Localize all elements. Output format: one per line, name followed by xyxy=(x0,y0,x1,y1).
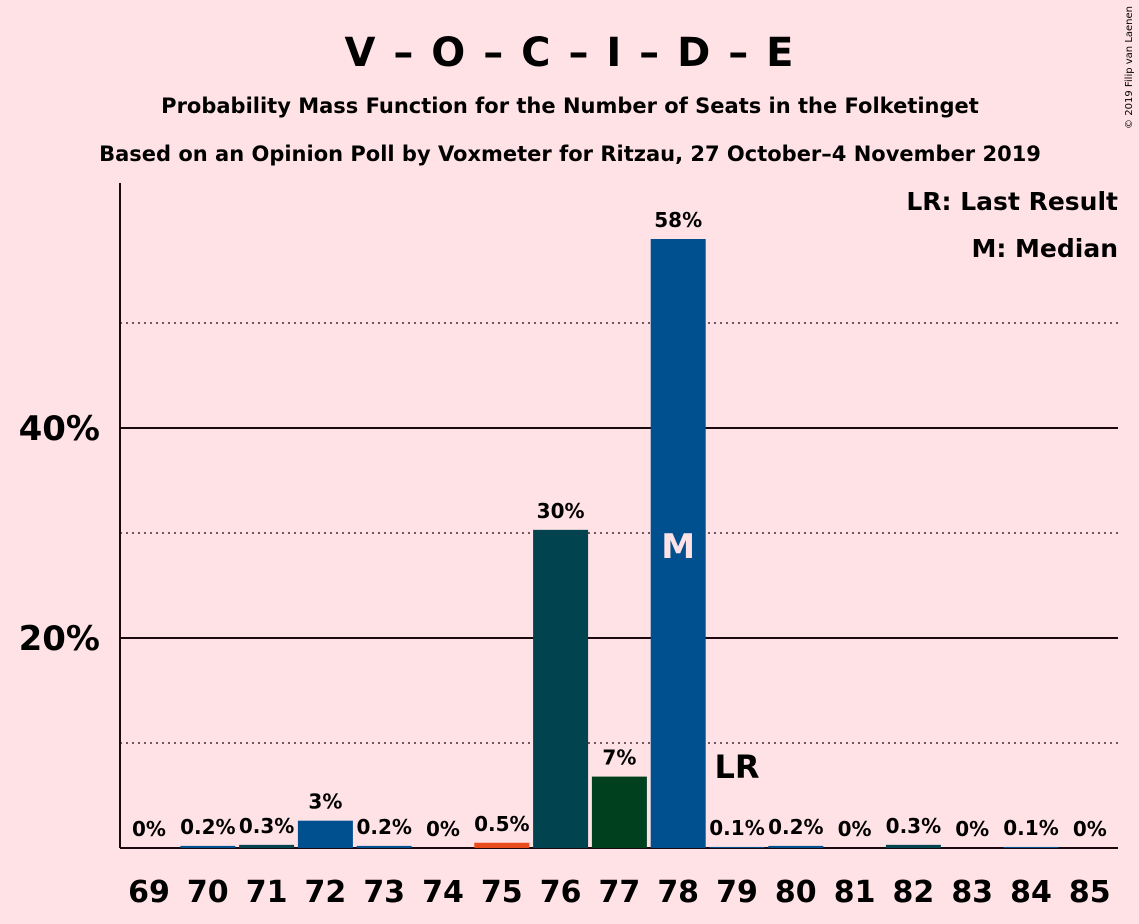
y-tick-label: 40% xyxy=(19,409,100,449)
data-label-seat-76: 30% xyxy=(537,499,585,523)
x-tick-label: 82 xyxy=(893,875,935,910)
data-labels: 0% 0.2% 0.3%3%0.2% 0% 0.5%30%7%58%M0.1%LR0.2… xyxy=(129,205,1110,844)
bar-seat-71 xyxy=(239,844,295,848)
x-tick-label: 71 xyxy=(246,875,288,910)
x-tick-label: 70 xyxy=(187,875,229,910)
bar-seat-79 xyxy=(709,846,765,848)
x-tick-label: 84 xyxy=(1010,875,1052,910)
data-label-seat-73: 0.2% xyxy=(356,815,411,839)
gridlines xyxy=(120,322,1118,744)
legend-median: M: Median xyxy=(971,234,1118,263)
x-axis: 69 70 71 72 73 74 75 76 77 78 79 80 81 82 83 84 85 xyxy=(128,875,1111,910)
chart-title: V – O – C – I – D – E xyxy=(345,30,796,76)
data-label-seat-80: 0.2% xyxy=(768,815,823,839)
bar-seat-73 xyxy=(356,845,412,848)
x-tick-label: 81 xyxy=(834,875,876,910)
x-tick-label: 78 xyxy=(657,875,699,910)
chart-subtitle-2: Based on an Opinion Poll by Voxmeter for… xyxy=(99,142,1041,166)
median-marker: M xyxy=(661,527,695,567)
x-tick-label: 74 xyxy=(422,875,464,910)
data-label-seat-75: 0.5% xyxy=(474,812,529,836)
x-tick-label: 85 xyxy=(1069,875,1111,910)
last-result-marker: LR xyxy=(715,748,760,786)
bar-seat-75 xyxy=(474,842,530,848)
data-label-seat-72: 3% xyxy=(308,790,342,814)
x-tick-label: 83 xyxy=(951,875,993,910)
data-label-seat-85: 0% xyxy=(1073,817,1107,841)
x-tick-label: 72 xyxy=(305,875,347,910)
data-label-seat-69: 0% xyxy=(132,817,166,841)
data-label-seat-83: 0% xyxy=(955,817,989,841)
bar-seat-80 xyxy=(768,845,824,848)
copyright-notice: © 2019 Filip van Laenen xyxy=(1124,6,1135,129)
bar-seat-76 xyxy=(533,529,589,848)
data-label-seat-74: 0% xyxy=(426,817,460,841)
bars xyxy=(180,239,1059,848)
data-label-seat-81: 0% xyxy=(838,817,872,841)
x-tick-label: 73 xyxy=(363,875,405,910)
x-tick-label: 77 xyxy=(599,875,641,910)
x-tick-label: 79 xyxy=(716,875,758,910)
data-label-seat-71: 0.3% xyxy=(239,814,294,838)
x-tick-label: 80 xyxy=(775,875,817,910)
bar-seat-70 xyxy=(180,845,236,848)
data-label-seat-84: 0.1% xyxy=(1003,816,1058,840)
data-label-seat-78: 58% xyxy=(654,208,702,232)
legend-last-result: LR: Last Result xyxy=(906,187,1118,216)
bar-seat-82 xyxy=(885,844,941,848)
data-label-seat-77: 7% xyxy=(602,746,636,770)
bar-seat-77 xyxy=(591,776,647,848)
data-label-seat-82: 0.3% xyxy=(886,814,941,838)
x-tick-label: 75 xyxy=(481,875,523,910)
x-tick-label: 76 xyxy=(540,875,582,910)
bar-seat-78 xyxy=(650,239,706,848)
bar-seat-84 xyxy=(1003,846,1059,848)
y-tick-label: 20% xyxy=(19,619,100,659)
x-tick-label: 69 xyxy=(128,875,170,910)
chart-subtitle-1: Probability Mass Function for the Number… xyxy=(161,94,979,118)
data-label-seat-70: 0.2% xyxy=(180,815,235,839)
bar-seat-72 xyxy=(297,820,353,848)
data-label-seat-79: 0.1% xyxy=(709,816,764,840)
